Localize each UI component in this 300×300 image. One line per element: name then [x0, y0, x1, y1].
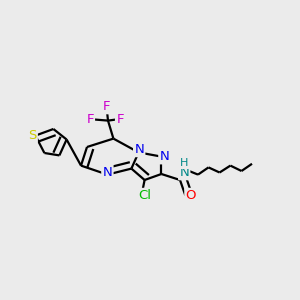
- Text: N: N: [103, 166, 112, 179]
- Text: H: H: [180, 158, 188, 168]
- Text: S: S: [28, 129, 37, 142]
- Text: N: N: [160, 150, 169, 163]
- Text: F: F: [116, 113, 124, 126]
- Text: N: N: [134, 143, 144, 156]
- Text: N: N: [179, 166, 189, 179]
- Text: O: O: [185, 189, 196, 202]
- Text: F: F: [86, 113, 94, 126]
- Text: F: F: [103, 100, 110, 113]
- Text: Cl: Cl: [139, 189, 152, 202]
